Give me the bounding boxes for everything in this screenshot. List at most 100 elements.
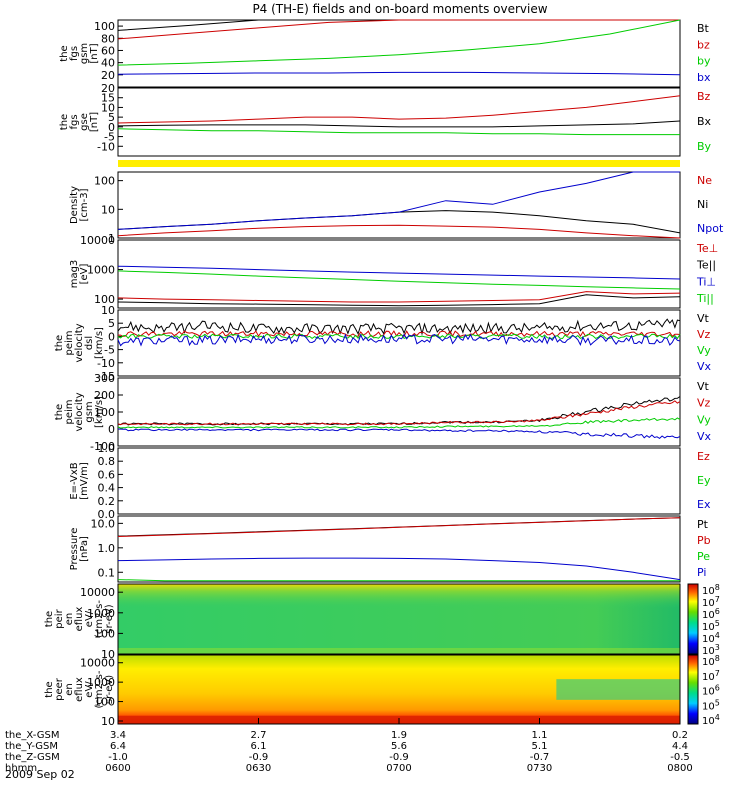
y-tick-label: -10 — [97, 357, 115, 370]
legend-entry: bz — [697, 38, 710, 51]
y-tick-label: 0 — [108, 330, 115, 343]
x-row-value: 0730 — [527, 763, 552, 774]
y-axis-label-line: gsm — [84, 401, 95, 422]
panel-frame — [117, 171, 681, 239]
x-row-value: -0.9 — [249, 752, 269, 763]
legend-entry: Ne — [697, 174, 712, 187]
y-axis-label-line: the — [44, 681, 55, 697]
x-row-label: the_Z-GSM — [5, 752, 60, 763]
series-Bx — [117, 120, 681, 128]
y-axis-label-line: [nPa] — [79, 536, 90, 562]
y-tick-label: 300 — [94, 372, 115, 385]
y-axis-label-line: the — [44, 611, 55, 627]
x-row-value: 0600 — [105, 763, 130, 774]
y-axis-label: E=-VxB [mV/m] — [69, 462, 90, 500]
y-axis-label-line: the — [54, 335, 65, 351]
panel-velocity_gsm: 300 200 100 0 -100 the peim velocity gsm [km/s] Vt… — [54, 372, 712, 453]
panel-density: 100 10 1 Density [cm-3] Ne Ni Npot — [69, 171, 724, 245]
y-axis-label-line: eflux — [74, 677, 85, 702]
y-tick-label: 10000 — [80, 657, 115, 670]
y-tick-label: 20 — [101, 82, 115, 95]
ion-spectrogram-high-energy — [118, 584, 680, 609]
date-label: 2009 Sep 02 — [5, 768, 75, 781]
legend-entry: Ni — [697, 198, 708, 211]
panel-pressure: 10.0 1.0 0.1 Pressure [nPa] Pt Pb Pe Pi — [69, 515, 711, 583]
y-tick-label: -100 — [90, 440, 115, 453]
series-Ni — [117, 210, 681, 234]
colorbar-gradient — [687, 583, 699, 655]
x-row-value: -0.9 — [389, 752, 409, 763]
series-by — [117, 19, 681, 66]
y-tick-label: 5 — [108, 317, 115, 330]
legend-entry: Vy — [697, 344, 711, 357]
x-row-value: -0.5 — [670, 752, 690, 763]
panel-frame — [117, 309, 681, 377]
x-row-value: 1.1 — [532, 730, 548, 741]
y-axis-label: the peim velocity gsm [km/s] — [54, 392, 105, 431]
series-Vx — [117, 333, 681, 347]
colorbar-tick-label: 108 — [702, 654, 720, 668]
panel-frame — [117, 19, 681, 88]
legend-entry: Pt — [697, 518, 709, 531]
series-Vz — [117, 400, 681, 426]
x-row-value: 3.4 — [110, 730, 126, 741]
y-tick-label: 100 — [94, 175, 115, 188]
y-axis-label-line: [km/s] — [94, 396, 105, 428]
x-row-value: 1.9 — [391, 730, 407, 741]
y-axis-label-line: peim — [64, 330, 75, 355]
y-axis-label: mag3 [eV] — [69, 260, 90, 289]
y-axis-label-line: velocity — [74, 392, 85, 431]
y-tick-label: 1.0 — [98, 542, 116, 555]
series-Vt — [117, 318, 681, 336]
y-tick-label: 1 — [108, 232, 115, 245]
panel-frame — [117, 447, 681, 515]
y-axis-label: the fgs gse [nT] — [59, 112, 100, 132]
y-tick-label: 10000 — [80, 234, 115, 247]
panel-frame — [117, 515, 681, 583]
panel-electron_spectrogram: 10000 1000 100 10 the peer en eflux eV/(cm2-s-sr… — [44, 654, 720, 728]
x-row-value: 0630 — [246, 763, 271, 774]
y-axis-label-line: the — [59, 114, 70, 130]
x-row-value: -0.7 — [530, 752, 550, 763]
x-row-value: 0.2 — [672, 730, 688, 741]
y-axis-label: the peir en eflux eV/(cm2-s-sr-eV) — [44, 600, 115, 638]
series-Vy — [117, 333, 681, 340]
y-axis-label-line: sr-eV) — [104, 675, 115, 704]
y-axis-label: Density [cm-3] — [69, 186, 90, 224]
series-Vy — [117, 417, 681, 429]
y-axis-label-line: the — [54, 404, 65, 420]
panel-efield: 1.00.80.60.40.20.0 E=-VxB [mV/m] Ez Ey Ex — [69, 442, 711, 521]
y-axis-label-line: [mV/m] — [79, 462, 90, 500]
y-axis-label-line: Pressure — [69, 528, 80, 571]
y-tick-label: 10 — [101, 304, 115, 317]
legend-entry: Vz — [697, 397, 711, 410]
legend-entry: Npot — [697, 222, 724, 235]
y-tick-label: 0.8 — [98, 455, 116, 468]
y-tick-label: -15 — [97, 370, 115, 383]
panel-frame — [117, 583, 681, 655]
x-row-value: 5.1 — [532, 741, 548, 752]
series-Te⊥ — [117, 291, 681, 303]
legend-entry: Bt — [697, 22, 710, 35]
y-tick-label: -5 — [104, 131, 115, 144]
colorbar-tick-label: 106 — [702, 684, 720, 698]
y-axis-label-line: gse — [79, 113, 90, 131]
legend-entry: Pb — [697, 534, 711, 547]
legend-entry: bx — [697, 71, 711, 84]
y-axis-label-line: sr-eV) — [104, 604, 115, 633]
series-bz — [117, 19, 680, 40]
x-row-value: 2.7 — [251, 730, 267, 741]
legend-entry: Ex — [697, 498, 711, 511]
series-Te|| — [117, 294, 681, 307]
y-tick-label: 10.0 — [91, 517, 116, 530]
y-tick-label: 5 — [108, 111, 115, 124]
panel-frame — [117, 87, 681, 157]
y-tick-label: 10 — [101, 715, 115, 728]
colorbar-gradient — [687, 654, 699, 725]
y-tick-label: 0.0 — [98, 508, 116, 521]
series-Npot — [117, 171, 680, 230]
y-axis-label-line: peer — [54, 677, 65, 701]
